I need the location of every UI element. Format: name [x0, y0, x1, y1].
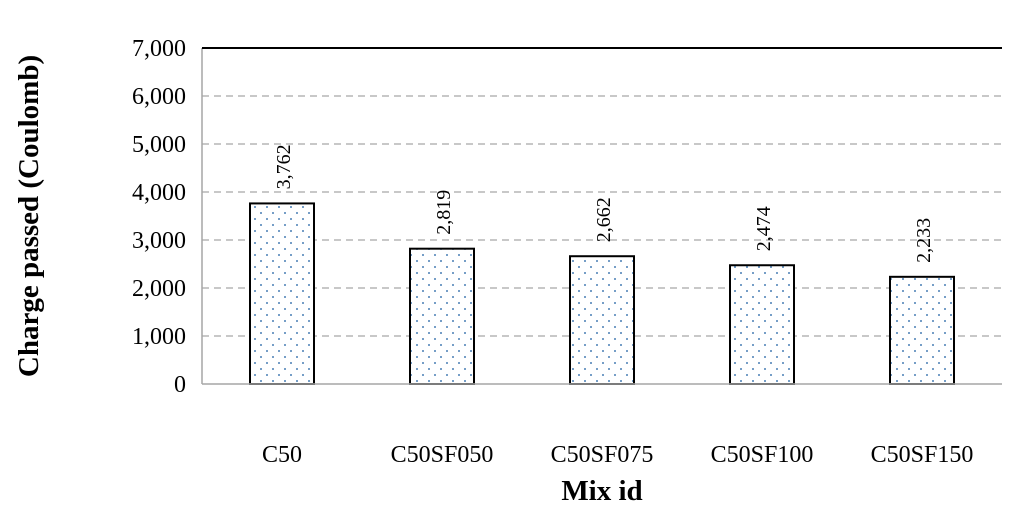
y-tick-label: 2,000 [132, 276, 186, 302]
x-category-label: C50SF075 [551, 442, 654, 468]
x-category-label: C50SF100 [711, 442, 814, 468]
data-label: 3,762 [273, 144, 295, 189]
x-category-label: C50 [262, 442, 302, 468]
y-tick-label: 6,000 [132, 84, 186, 110]
x-category-labels: C50 C50SF050 C50SF075 C50SF100 C50SF150 [262, 442, 973, 468]
y-tick-label: 0 [174, 372, 186, 398]
data-label: 2,662 [593, 197, 615, 242]
data-label: 2,819 [433, 190, 455, 235]
x-axis-title: Mix id [561, 475, 642, 507]
gridlines [202, 95, 1002, 337]
y-tick-label: 4,000 [132, 180, 186, 206]
bar [729, 264, 795, 385]
y-tick-label: 5,000 [132, 132, 186, 158]
y-tick-label: 1,000 [132, 324, 186, 350]
data-labels: 3,762 2,819 2,662 2,474 2,233 [273, 144, 935, 262]
y-tick-label: 7,000 [132, 36, 186, 62]
x-category-label: C50SF050 [391, 442, 494, 468]
x-category-label: C50SF150 [871, 442, 974, 468]
y-axis-title: Charge passed (Coulomb) [13, 55, 45, 377]
y-tick-label: 3,000 [132, 228, 186, 254]
bar [249, 202, 315, 385]
data-label: 2,233 [913, 218, 935, 263]
bars [249, 202, 955, 386]
bar [409, 247, 475, 385]
data-label: 2,474 [753, 206, 775, 251]
bar [889, 275, 955, 386]
y-tick-labels: 0 1,000 2,000 3,000 4,000 5,000 6,000 7,000 [132, 36, 186, 398]
bar [569, 255, 635, 385]
